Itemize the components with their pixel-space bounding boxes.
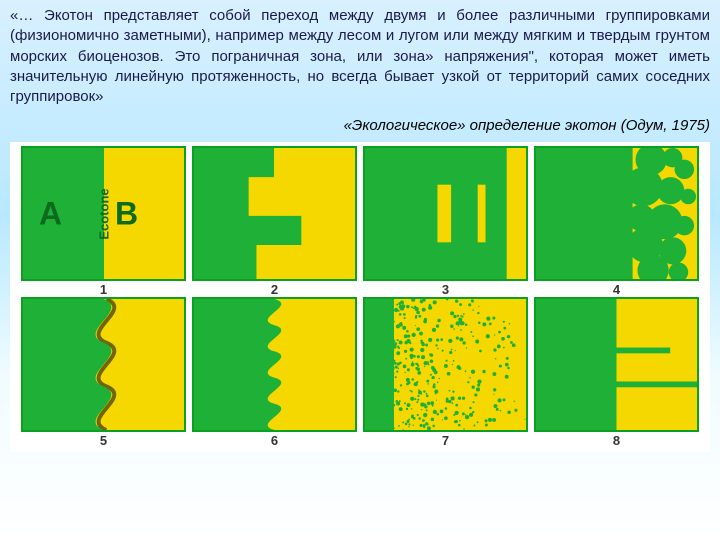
panel-6-wrap: 6 [192,297,357,448]
panel-7 [363,297,528,432]
panel-num: 1 [100,282,107,297]
citation-line: «Экологическое» определение экотон (Одум… [10,117,710,134]
panel-num: 6 [271,433,278,448]
panel-2 [192,146,357,281]
panel-7-wrap: 7 [363,297,528,448]
panel-4 [534,146,699,281]
grid-row-2: 5 6 7 8 [14,297,706,448]
panel-3-wrap: 3 [363,146,528,297]
panel-3 [363,146,528,281]
ecotone-diagram-grid: ABEcotone 1 2 3 4 5 6 7 [10,142,710,452]
panel-8-wrap: 8 [534,297,699,448]
definition-paragraph: «… Экотон представляет собой переход меж… [10,6,710,107]
panel-5-wrap: 5 [21,297,186,448]
panel-num: 8 [613,433,620,448]
grid-row-1: ABEcotone 1 2 3 4 [14,146,706,297]
panel-num: 3 [442,282,449,297]
panel-1: ABEcotone [21,146,186,281]
panel-2-wrap: 2 [192,146,357,297]
panel-8 [534,297,699,432]
panel-4-wrap: 4 [534,146,699,297]
panel-num: 2 [271,282,278,297]
panel-5 [21,297,186,432]
panel-6 [192,297,357,432]
panel-1-wrap: ABEcotone 1 [21,146,186,297]
panel-num: 7 [442,433,449,448]
panel-num: 4 [613,282,620,297]
panel-num: 5 [100,433,107,448]
